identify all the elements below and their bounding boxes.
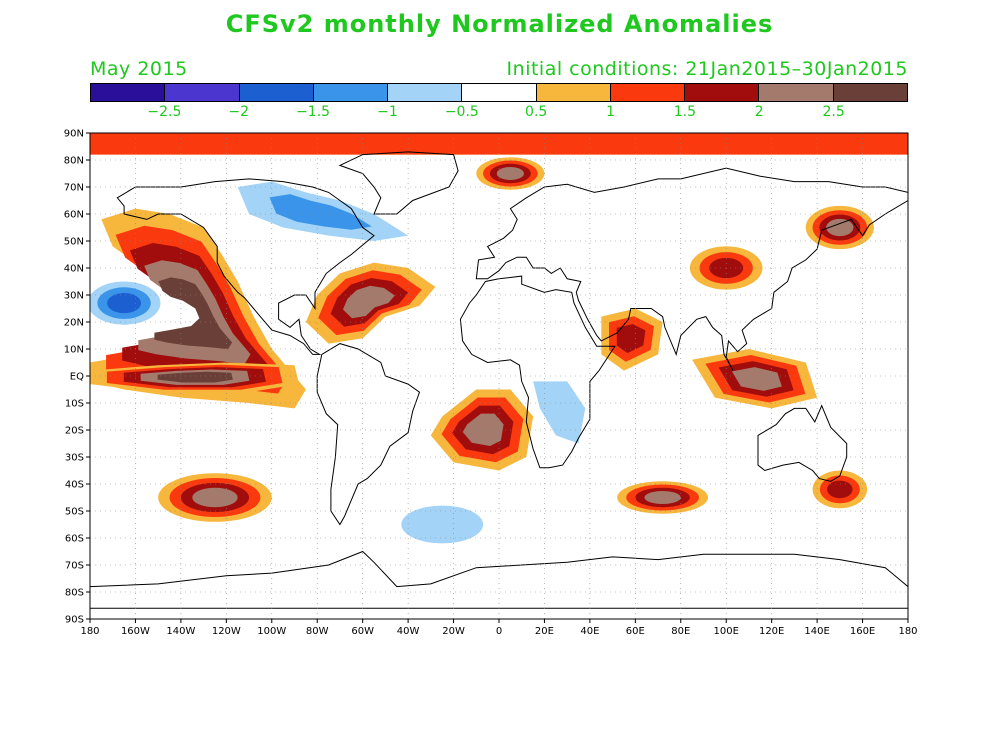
legend-swatch <box>91 84 166 101</box>
lat-label: 80S <box>65 588 84 599</box>
anomaly-region <box>269 194 372 230</box>
legend-label: −1 <box>377 104 398 120</box>
lat-label: 40S <box>65 480 84 491</box>
lon-label: 40E <box>580 626 599 637</box>
legend-swatch <box>759 84 834 101</box>
lat-label: 50N <box>64 237 84 248</box>
legend-swatch <box>239 84 314 101</box>
coastline-north-america <box>116 178 375 355</box>
lat-label: EQ <box>70 372 84 383</box>
legend-swatch <box>388 84 463 101</box>
lon-label: 100W <box>257 626 286 637</box>
lon-label: 180 <box>898 626 917 637</box>
anomaly-region <box>644 491 681 504</box>
lon-label: 160E <box>850 626 875 637</box>
lon-label: 100E <box>714 626 739 637</box>
lat-label: 90S <box>65 615 84 626</box>
anomaly-region <box>462 413 504 446</box>
anomaly-region <box>192 487 238 508</box>
lon-label: 60W <box>351 626 374 637</box>
lat-label: 70N <box>64 183 84 194</box>
coastline-greenland <box>338 151 459 215</box>
legend-label: −0.5 <box>444 104 479 120</box>
anomaly-region <box>154 277 233 350</box>
lon-label: 40W <box>397 626 420 637</box>
coastline-australia <box>757 404 848 482</box>
lat-label: 80N <box>64 156 84 167</box>
forecast-month: May 2015 <box>90 58 188 80</box>
lat-label: 70S <box>65 561 84 572</box>
lon-label: 120W <box>212 626 241 637</box>
anomaly-region <box>731 367 782 391</box>
coastline-south-america <box>316 343 421 526</box>
anomaly-region <box>157 371 233 383</box>
anomaly-region <box>401 505 484 544</box>
lon-label: 140E <box>804 626 829 637</box>
lat-label: 30N <box>64 291 84 302</box>
lat-label: 10S <box>65 399 84 410</box>
legend-label: −1.5 <box>296 104 331 120</box>
lat-label: 20S <box>65 426 84 437</box>
legend-labels: −2.5 −2 −1.5 −1 −0.5 0.5 1 1.5 2 2.5 <box>90 104 908 122</box>
lon-label: 120E <box>759 626 784 637</box>
legend-label: 0.5 <box>525 104 548 120</box>
lon-label: 0 <box>496 626 502 637</box>
initial-conditions: Initial conditions: 21Jan2015–30Jan2015 <box>506 58 908 80</box>
legend-swatch <box>313 84 389 101</box>
anomaly-region <box>616 324 646 354</box>
lat-label: 40N <box>64 264 84 275</box>
axes: 90N 80N 70N 60N 50N 40N 30N 20N 10N EQ 10S 20S 30S 40… <box>64 129 918 638</box>
lat-label: 50S <box>65 507 84 518</box>
lat-label: 20N <box>64 318 84 329</box>
legend-label: −2.5 <box>147 104 182 120</box>
legend-label: −2 <box>228 104 250 120</box>
map-title: CFSv2 monthly Normalized Anomalies <box>225 10 774 38</box>
lat-label: 60S <box>65 534 84 545</box>
legend-swatch <box>165 84 240 101</box>
lon-label: 20E <box>535 626 554 637</box>
anomaly-region <box>496 167 524 180</box>
legend-label: 2.5 <box>822 104 845 120</box>
anomaly-region <box>826 218 854 237</box>
lon-label: 20W <box>442 626 465 637</box>
legend-swatch <box>536 84 611 101</box>
lon-label: 160W <box>121 626 150 637</box>
anomaly-region <box>827 480 853 499</box>
legend-label: 1.5 <box>673 104 697 120</box>
coastline-antarctica <box>89 550 909 609</box>
coastline-europe-asia <box>475 167 909 371</box>
lon-label: 80W <box>306 626 329 637</box>
legend-swatch <box>685 84 760 101</box>
lat-label: 10N <box>64 345 84 356</box>
legend-swatch <box>833 84 907 101</box>
lon-label: 60E <box>626 626 645 637</box>
legend-label: 2 <box>754 104 764 120</box>
legend-swatch <box>610 84 686 101</box>
legend-swatch <box>462 84 537 101</box>
color-legend <box>90 83 908 102</box>
anomaly-region <box>107 293 142 314</box>
lon-label: 80E <box>671 626 690 637</box>
lon-label: 180 <box>80 626 99 637</box>
legend-label: 1 <box>606 104 615 120</box>
lat-label: 30S <box>65 453 84 464</box>
anomaly-region <box>533 381 586 444</box>
lon-label: 140W <box>166 626 195 637</box>
lat-label: 90N <box>64 129 84 140</box>
graticule <box>90 133 908 619</box>
anomaly-region <box>342 285 395 319</box>
lat-label: 60N <box>64 210 84 221</box>
